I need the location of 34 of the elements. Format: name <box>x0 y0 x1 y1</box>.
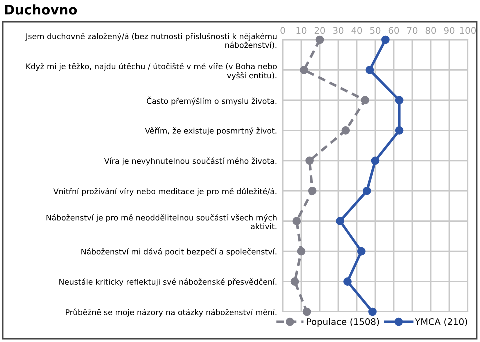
x-tick-label: 10 <box>296 27 307 34</box>
point <box>382 36 390 44</box>
point <box>316 36 324 44</box>
point <box>361 96 370 105</box>
point <box>366 66 374 74</box>
point <box>395 126 404 135</box>
point <box>344 278 352 286</box>
point <box>342 126 350 135</box>
x-tick-label: 60 <box>388 27 400 34</box>
point <box>290 278 300 286</box>
point <box>292 217 302 226</box>
point <box>297 247 306 256</box>
x-tick-label: 100 <box>460 27 476 34</box>
point <box>308 186 317 196</box>
x-tick-label: 30 <box>333 27 344 34</box>
x-tick-label: 90 <box>444 27 455 34</box>
point <box>371 156 380 166</box>
point <box>302 308 312 316</box>
text: Duchovno <box>5 4 78 15</box>
point <box>395 96 404 105</box>
x-tick-label: 40 <box>352 27 362 34</box>
x-tick-label: 70 <box>407 27 418 34</box>
point <box>306 156 314 166</box>
point <box>300 66 308 74</box>
point <box>363 186 372 196</box>
x-tick-label: 0 <box>280 27 286 34</box>
x-tick-label: 50 <box>370 27 381 34</box>
point <box>368 308 377 316</box>
point <box>336 217 345 226</box>
legend-label: Populace (1508) <box>307 318 380 328</box>
legend-label: YMCA (210) <box>415 318 468 326</box>
x-tick-label: 80 <box>426 27 436 34</box>
x-tick-label: 20 <box>314 27 326 34</box>
point <box>357 247 366 256</box>
